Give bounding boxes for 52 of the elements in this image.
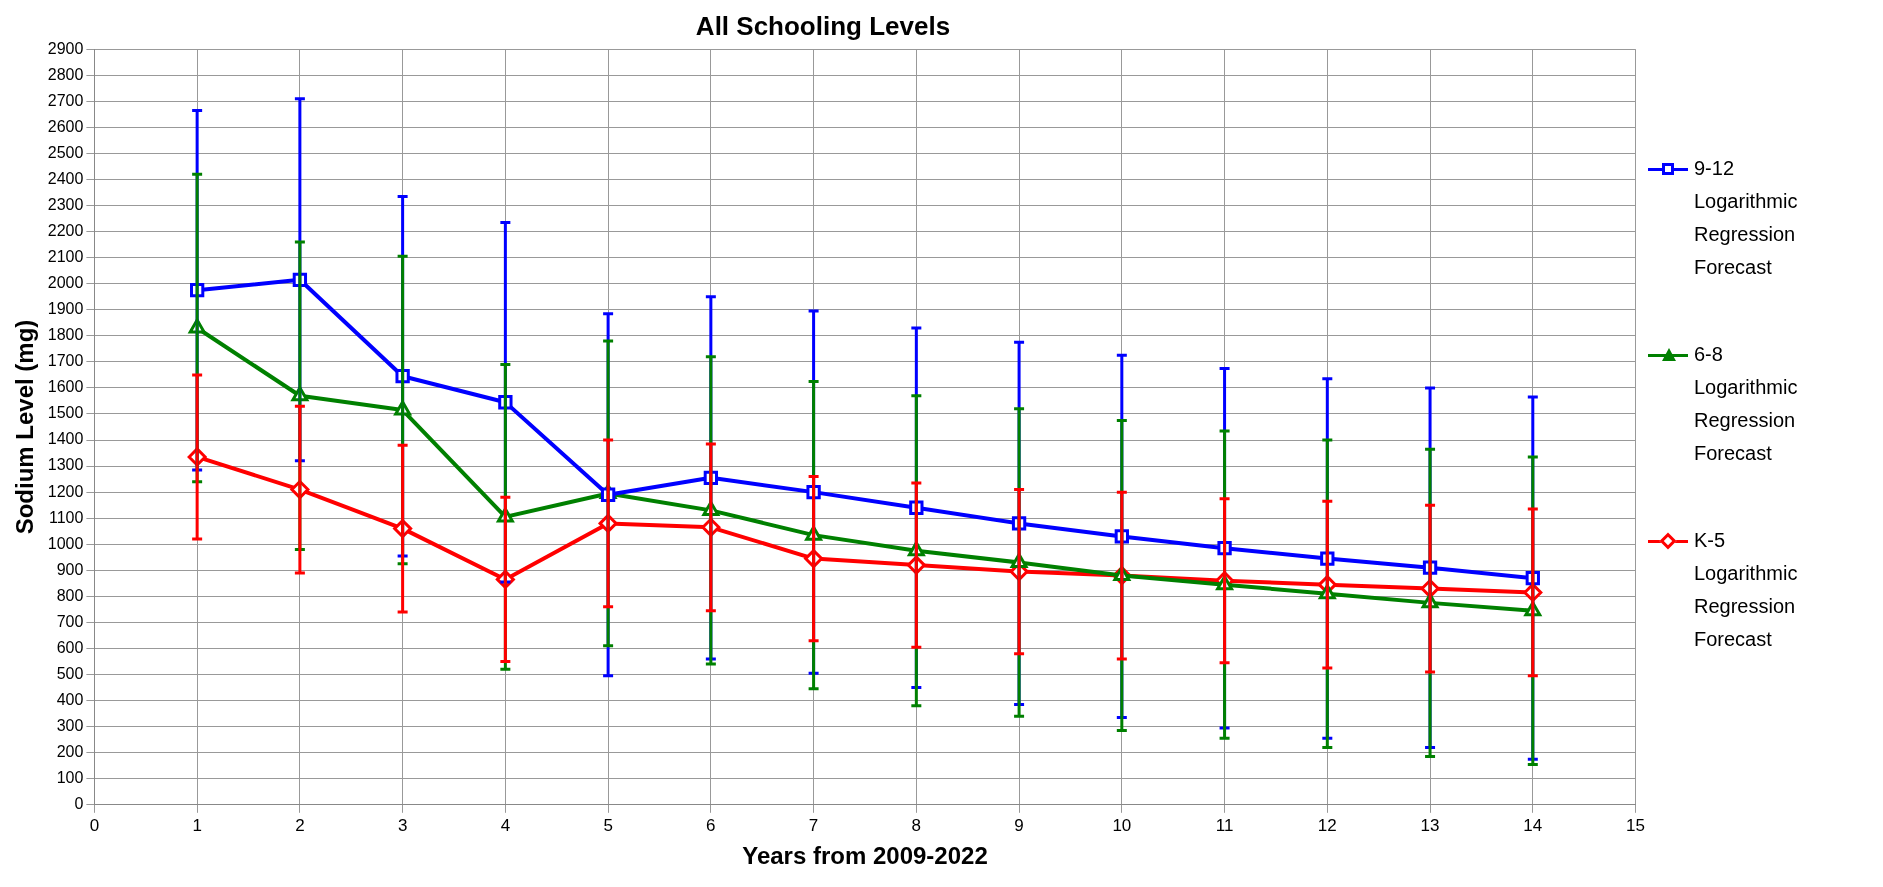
y-tick-label: 2400 — [47, 169, 84, 187]
y-tick-label: 200 — [56, 743, 84, 761]
y-tick-label: 2300 — [47, 195, 84, 213]
x-tick-label: 6 — [706, 815, 716, 835]
y-tick-label: 2800 — [47, 65, 84, 83]
y-tick-label: 2600 — [47, 117, 84, 135]
x-tick-label: 9 — [1014, 815, 1024, 835]
x-tick-label: 0 — [89, 815, 100, 835]
y-tick-label: 1100 — [48, 508, 84, 526]
y-tick-label: 1400 — [47, 430, 84, 448]
x-tick-label: 14 — [1523, 815, 1543, 835]
y-axis-title: Sodium Level (mg) — [11, 319, 39, 535]
y-tick-label: 1800 — [47, 326, 84, 344]
x-tick-label: 3 — [397, 815, 408, 835]
x-tick-label: 12 — [1317, 815, 1337, 835]
y-tick-label: 2200 — [47, 221, 84, 239]
y-tick-label: 1000 — [47, 534, 84, 552]
y-tick-label: 2900 — [47, 39, 84, 57]
x-tick-label: 5 — [603, 815, 613, 835]
legend-label: K-5 Logarithmic Regression Forecast — [1694, 528, 1799, 652]
y-tick-label: 1900 — [47, 300, 84, 318]
y-tick-label: 2000 — [47, 274, 84, 292]
y-tick-label: 800 — [56, 586, 84, 604]
x-tick-label: 7 — [808, 815, 819, 835]
y-tick-label: 2700 — [47, 91, 84, 109]
y-tick-label: 1700 — [47, 352, 84, 370]
x-tick-label: 8 — [911, 815, 922, 835]
x-tick-label: 4 — [500, 815, 511, 835]
x-tick-label: 10 — [1112, 815, 1132, 835]
y-tick-label: 500 — [56, 664, 84, 682]
legend-label: 9-12 Logarithmic Regression Forecast — [1694, 156, 1799, 280]
legend-label: 6-8 Logarithmic Regression Forecast — [1694, 342, 1799, 466]
x-tick-label: 1 — [192, 815, 202, 835]
y-tick-label: 1200 — [47, 482, 84, 500]
y-tick-label: 300 — [56, 717, 84, 735]
y-tick-label: 700 — [56, 612, 84, 630]
x-axis-title: Years from 2009-2022 — [742, 842, 988, 870]
y-tick-label: 0 — [74, 795, 84, 813]
x-tick-label: 13 — [1420, 815, 1440, 835]
x-tick-label: 11 — [1215, 815, 1234, 835]
y-tick-label: 400 — [56, 690, 84, 708]
y-tick-label: 600 — [56, 638, 84, 656]
chart-title: All Schooling Levels — [695, 10, 951, 41]
y-tick-label: 900 — [56, 560, 84, 578]
x-tick-label: 2 — [295, 815, 305, 835]
y-tick-label: 1600 — [47, 378, 84, 396]
y-tick-label: 2500 — [47, 143, 84, 161]
x-tick-label: 15 — [1626, 815, 1646, 835]
y-tick-label: 100 — [56, 769, 84, 787]
y-tick-label: 1500 — [47, 404, 84, 422]
y-tick-label: 1300 — [47, 456, 84, 474]
y-tick-label: 2100 — [47, 248, 84, 266]
